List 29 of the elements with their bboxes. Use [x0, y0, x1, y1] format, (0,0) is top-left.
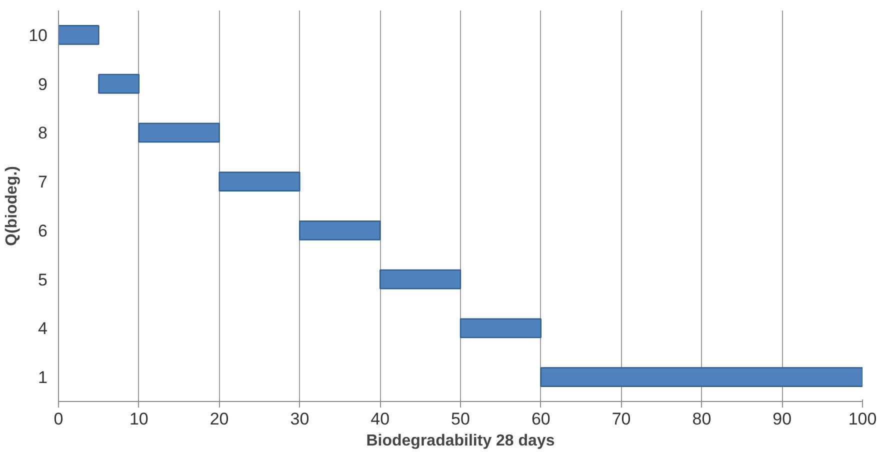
- y-tick-label: 9: [38, 74, 48, 94]
- y-tick-label: 1: [38, 368, 48, 388]
- x-tick-label: 20: [210, 410, 229, 428]
- x-tick-label: 50: [451, 410, 470, 428]
- y-tick-label: 8: [38, 124, 48, 143]
- y-tick-label: 5: [38, 270, 48, 290]
- x-tick-label: 10: [129, 410, 148, 428]
- bar: [540, 367, 862, 387]
- x-tick-label: 80: [692, 410, 712, 428]
- x-tick-label: 70: [612, 410, 631, 428]
- y-tick-label: 10: [28, 26, 48, 45]
- y-tick-label: 6: [38, 221, 48, 240]
- bar: [380, 269, 462, 290]
- x-tick-label: 90: [772, 410, 792, 428]
- bar: [460, 318, 542, 338]
- bar: [218, 172, 300, 192]
- y-tick-label: 7: [38, 172, 48, 192]
- x-tick-label: 30: [290, 410, 310, 428]
- x-tick-label: 100: [848, 410, 877, 428]
- bar: [58, 25, 100, 45]
- x-tick-label: 0: [54, 410, 64, 428]
- bar: [98, 74, 140, 94]
- y-axis-title: Q(biodeg.): [4, 166, 21, 246]
- y-tick-label: 4: [38, 319, 48, 338]
- x-axis-title: Biodegradability 28 days: [366, 432, 555, 450]
- x-tick-label: 40: [370, 410, 390, 428]
- bar: [299, 220, 381, 240]
- x-tick-label: 60: [531, 410, 550, 428]
- bar: [138, 122, 220, 143]
